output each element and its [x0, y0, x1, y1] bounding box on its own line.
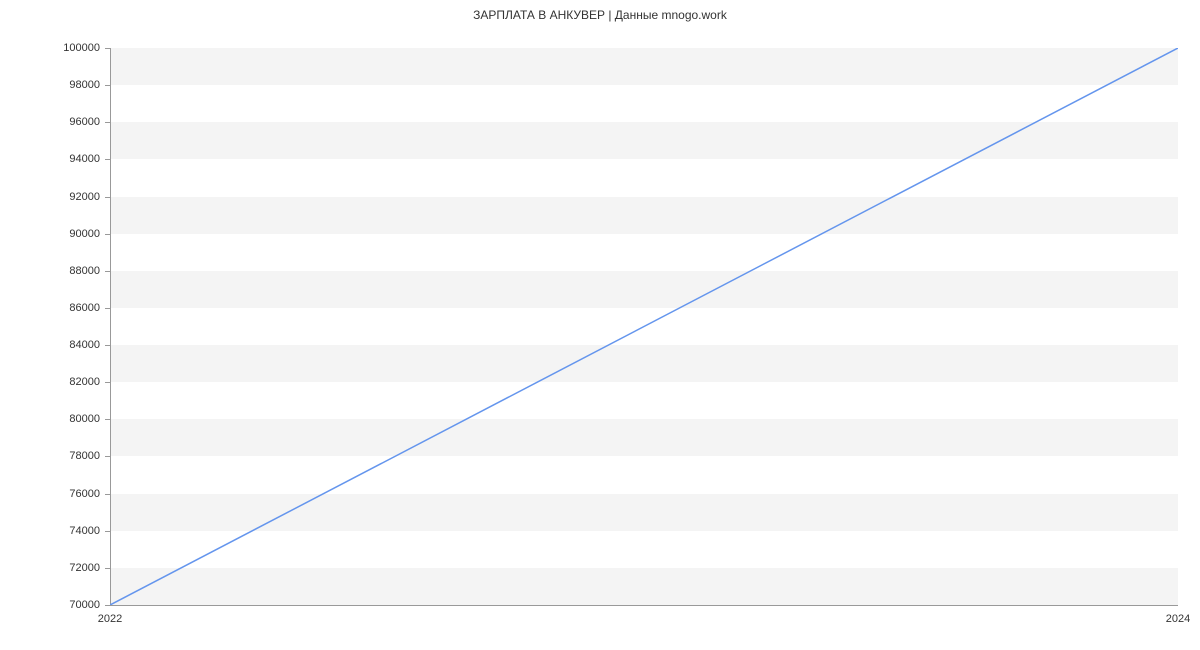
y-tick-label: 78000 — [69, 450, 100, 462]
y-tick-mark — [105, 271, 110, 272]
grid-band — [110, 85, 1178, 122]
grid-band — [110, 48, 1178, 85]
y-tick-label: 80000 — [69, 413, 100, 425]
y-tick-mark — [105, 48, 110, 49]
y-tick-label: 98000 — [69, 79, 100, 91]
y-tick-label: 76000 — [69, 488, 100, 500]
y-tick-label: 88000 — [69, 265, 100, 277]
grid-band — [110, 531, 1178, 568]
y-tick-mark — [105, 234, 110, 235]
y-tick-label: 92000 — [69, 191, 100, 203]
y-tick-label: 74000 — [69, 525, 100, 537]
grid-band — [110, 456, 1178, 493]
y-tick-label: 72000 — [69, 562, 100, 574]
y-tick-mark — [105, 197, 110, 198]
grid-band — [110, 568, 1178, 605]
y-tick-mark — [105, 308, 110, 309]
y-tick-label: 86000 — [69, 302, 100, 314]
chart-container: ЗАРПЛАТА В АНКУВЕР | Данные mnogo.work 7… — [0, 0, 1200, 650]
y-tick-label: 90000 — [69, 228, 100, 240]
y-tick-label: 70000 — [69, 599, 100, 611]
grid-band — [110, 382, 1178, 419]
y-tick-label: 100000 — [63, 42, 100, 54]
y-axis-line — [110, 48, 111, 605]
grid-band — [110, 122, 1178, 159]
x-axis-line — [110, 605, 1178, 606]
y-tick-mark — [105, 419, 110, 420]
y-tick-label: 94000 — [69, 153, 100, 165]
grid-band — [110, 197, 1178, 234]
grid-band — [110, 345, 1178, 382]
y-tick-mark — [105, 494, 110, 495]
chart-title: ЗАРПЛАТА В АНКУВЕР | Данные mnogo.work — [0, 8, 1200, 22]
grid-band — [110, 234, 1178, 271]
x-tick-label: 2024 — [1166, 613, 1190, 625]
x-tick-label: 2022 — [98, 613, 122, 625]
grid-band — [110, 419, 1178, 456]
y-tick-mark — [105, 531, 110, 532]
y-tick-label: 84000 — [69, 339, 100, 351]
y-tick-mark — [105, 456, 110, 457]
y-tick-label: 82000 — [69, 376, 100, 388]
y-tick-mark — [105, 568, 110, 569]
y-tick-mark — [105, 605, 110, 606]
y-tick-mark — [105, 345, 110, 346]
y-tick-mark — [105, 85, 110, 86]
y-tick-mark — [105, 382, 110, 383]
y-tick-mark — [105, 122, 110, 123]
grid-band — [110, 494, 1178, 531]
grid-band — [110, 159, 1178, 196]
grid-band — [110, 271, 1178, 308]
plot-area: 7000072000740007600078000800008200084000… — [110, 48, 1178, 605]
y-tick-label: 96000 — [69, 116, 100, 128]
grid-band — [110, 308, 1178, 345]
y-tick-mark — [105, 159, 110, 160]
